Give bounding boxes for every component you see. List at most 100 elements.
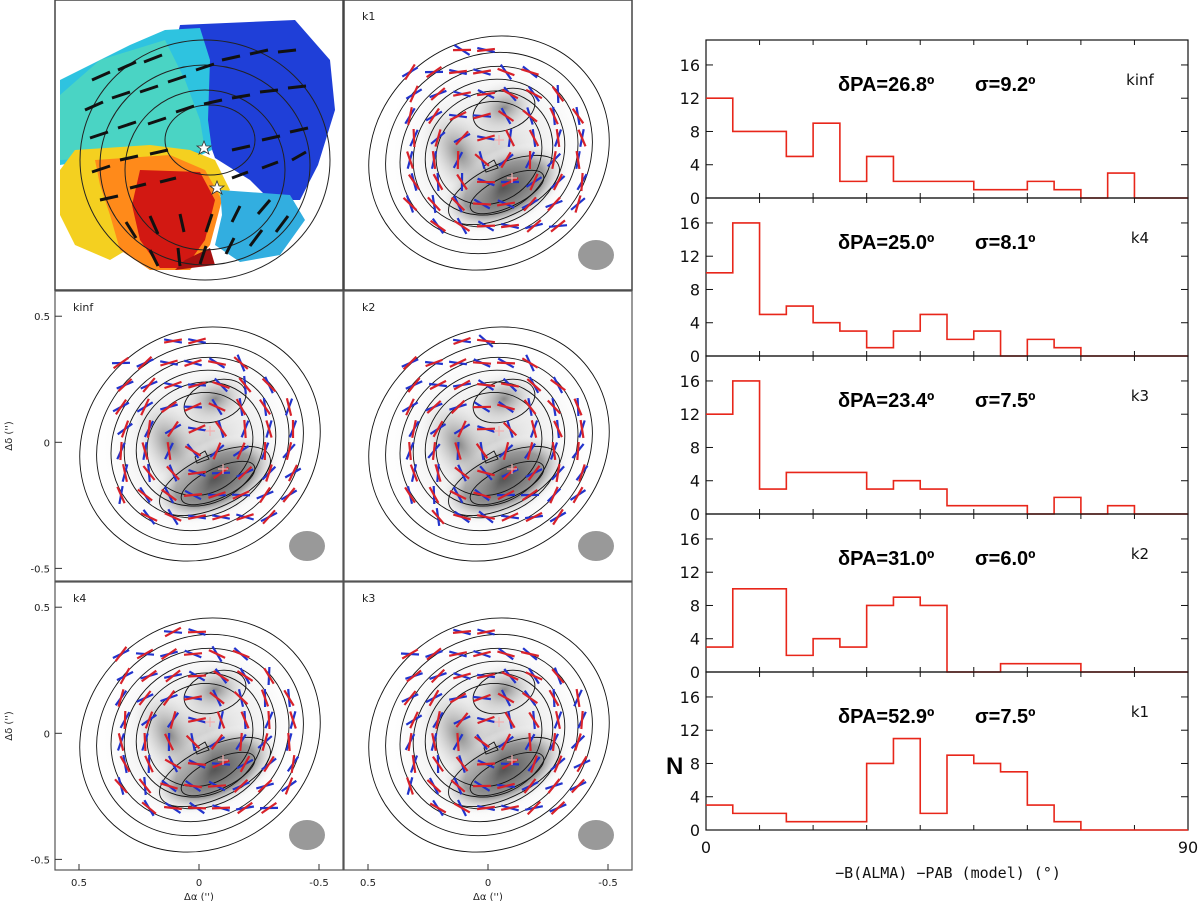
panel-label-k1: k1 bbox=[362, 10, 375, 23]
histogram-bin bbox=[893, 597, 920, 672]
histogram-bin bbox=[840, 331, 867, 356]
delta-pa-label: δPA=25.0º bbox=[838, 232, 934, 254]
histogram-y-axis-label: N bbox=[666, 753, 683, 780]
histogram-bin bbox=[1054, 190, 1081, 198]
y-tick-label: 16 bbox=[680, 56, 700, 75]
histogram-bin bbox=[840, 822, 867, 830]
histogram-bin bbox=[786, 822, 813, 830]
histogram-bin bbox=[786, 156, 813, 198]
y-tick-label: 12 bbox=[680, 89, 700, 108]
histogram-bin bbox=[706, 414, 733, 514]
velocity-map-panel bbox=[55, 0, 343, 290]
y-tick-label: 4 bbox=[690, 314, 700, 333]
histogram-bin bbox=[867, 156, 894, 198]
sigma-label: σ=9.2º bbox=[975, 74, 1035, 96]
histogram-bin bbox=[947, 506, 974, 514]
y-tick-label: 12 bbox=[680, 247, 700, 266]
histogram-series-k2 bbox=[706, 588, 1188, 673]
histogram-bin bbox=[840, 472, 867, 514]
y-tick-label: 12 bbox=[680, 721, 700, 740]
sigma-label: σ=7.5º bbox=[975, 706, 1035, 728]
histogram-bin bbox=[733, 223, 760, 356]
histogram-bin bbox=[1001, 772, 1028, 830]
x-tick-label: 0 bbox=[485, 878, 491, 889]
histogram-bin bbox=[974, 331, 1001, 356]
histogram-bin bbox=[733, 381, 760, 514]
histogram-bin bbox=[733, 813, 760, 830]
histogram-panel-k1: 0 4 8 12 16 δPA=52.9º σ=7.5º k1 bbox=[680, 671, 1189, 840]
histogram-bin bbox=[1001, 506, 1028, 514]
y-axis-label: Δδ ('') bbox=[4, 711, 15, 741]
histogram-bin bbox=[760, 589, 787, 672]
histogram-series-k1 bbox=[706, 737, 1188, 831]
x-axis-label: Δα ('') bbox=[473, 892, 503, 901]
histogram-bin bbox=[1001, 190, 1028, 198]
delta-pa-label: δPA=23.4º bbox=[838, 390, 934, 412]
histogram-bin bbox=[706, 98, 733, 198]
histogram-bin bbox=[813, 822, 840, 830]
x-tick-label: 0.5 bbox=[71, 878, 87, 889]
histogram-bin bbox=[974, 763, 1001, 830]
histogram-bin bbox=[893, 481, 920, 514]
y-tick-label: 4 bbox=[690, 788, 700, 807]
delta-pa-label: δPA=52.9º bbox=[838, 706, 934, 728]
delta-pa-label: δPA=26.8º bbox=[838, 74, 934, 96]
image-panel-k4: k4 bbox=[55, 582, 343, 870]
histogram-bin bbox=[1027, 664, 1054, 672]
histogram-bin bbox=[786, 655, 813, 672]
histogram-bin bbox=[1054, 348, 1081, 356]
histogram-panel-k3: 0 4 8 12 16 δPA=23.4º σ=7.5º k3 bbox=[680, 355, 1189, 524]
histogram-bin bbox=[920, 181, 947, 198]
y-tick-label: 8 bbox=[690, 280, 700, 299]
x-tick-label: -0.5 bbox=[309, 878, 329, 889]
histogram-bin bbox=[867, 605, 894, 672]
histogram-bin bbox=[813, 639, 840, 672]
histogram-bin bbox=[893, 181, 920, 198]
histogram-bin bbox=[706, 273, 733, 356]
y-tick-label: 8 bbox=[690, 596, 700, 615]
y-tick-label: 12 bbox=[680, 563, 700, 582]
histogram-bin bbox=[1108, 506, 1135, 514]
panel-label-kinf: kinf bbox=[73, 301, 94, 314]
x-tick-label: -0.5 bbox=[598, 878, 618, 889]
model-label: k2 bbox=[1131, 545, 1149, 563]
histogram-bin bbox=[1027, 339, 1054, 356]
delta-pa-label: δPA=31.0º bbox=[838, 548, 934, 570]
x-axis-label: Δα ('') bbox=[184, 892, 214, 901]
histogram-bin bbox=[760, 314, 787, 356]
histogram-bin bbox=[760, 131, 787, 198]
image-panel-k3: k3 bbox=[344, 582, 632, 870]
sigma-label: σ=8.1º bbox=[975, 232, 1035, 254]
histogram-bin bbox=[1054, 664, 1081, 672]
x-tick-label: 0 bbox=[701, 838, 711, 857]
image-panel-k2: k2 bbox=[344, 291, 632, 581]
histogram-bin bbox=[893, 331, 920, 356]
y-tick-label: 4 bbox=[690, 630, 700, 649]
image-panel-k1: k1 bbox=[344, 0, 632, 290]
y-tick-label: 8 bbox=[690, 122, 700, 141]
histogram-bin bbox=[893, 739, 920, 830]
y-tick-label: 16 bbox=[680, 214, 700, 233]
y-tick-label: 0 bbox=[690, 821, 700, 840]
histogram-bin bbox=[867, 763, 894, 830]
histogram-bin bbox=[813, 323, 840, 356]
histogram-bin bbox=[920, 813, 947, 830]
model-label: kinf bbox=[1126, 71, 1154, 89]
histogram-bin bbox=[733, 589, 760, 672]
model-label: k3 bbox=[1131, 387, 1149, 405]
histogram-bin bbox=[760, 489, 787, 514]
histogram-bin bbox=[920, 314, 947, 356]
y-tick-label: 16 bbox=[680, 372, 700, 391]
y-tick-label: 0 bbox=[44, 438, 50, 449]
panel-label-k2: k2 bbox=[362, 301, 375, 314]
histogram-bin bbox=[867, 489, 894, 514]
histogram-bin bbox=[840, 647, 867, 672]
histogram-bin bbox=[1027, 181, 1054, 198]
histogram-bin bbox=[706, 805, 733, 830]
panel-label-k3: k3 bbox=[362, 592, 375, 605]
histogram-bin bbox=[786, 472, 813, 514]
histogram-bin bbox=[947, 339, 974, 356]
model-label: k4 bbox=[1131, 229, 1149, 247]
sigma-label: σ=7.5º bbox=[975, 390, 1035, 412]
